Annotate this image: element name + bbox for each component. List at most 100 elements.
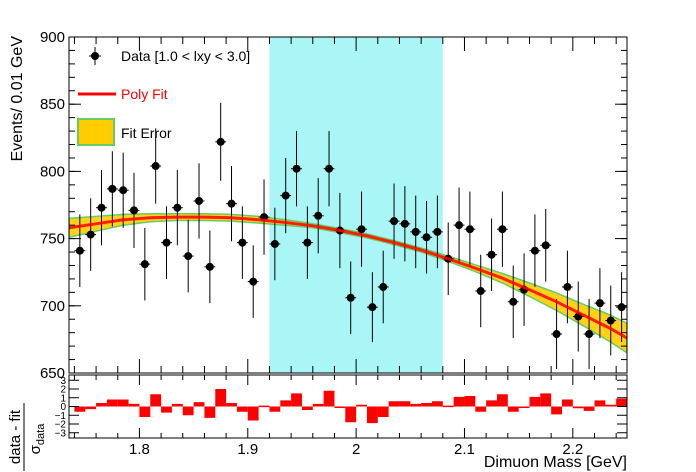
residual-bar <box>139 406 151 417</box>
residual-y-tick-label: −2 <box>55 420 67 431</box>
residual-bar <box>518 406 530 408</box>
residual-bar <box>583 406 595 411</box>
data-point <box>616 272 627 343</box>
x-tick-label: 2.2 <box>562 441 583 458</box>
x-axis-label: Dimuon Mass [GeV] <box>484 454 627 471</box>
data-point <box>204 230 216 304</box>
legend-item-data: Data [1.0 < lxy < 3.0] <box>89 47 250 65</box>
residual-bar <box>106 399 118 407</box>
residual-bar <box>377 406 389 417</box>
poly-fit-curve <box>69 215 627 340</box>
residual-bar <box>399 401 411 407</box>
data-point <box>247 245 259 318</box>
residual-bar <box>453 396 465 407</box>
y-tick-label: 900 <box>40 29 65 46</box>
data-point <box>453 187 465 263</box>
data-point <box>410 195 422 269</box>
y-tick-label: 700 <box>40 298 65 315</box>
data-point <box>475 254 487 328</box>
signal-window-band <box>269 37 443 373</box>
data-point <box>150 128 162 204</box>
poly-fit-line <box>69 215 627 340</box>
residual-bar <box>258 405 270 408</box>
data-point <box>280 157 292 234</box>
data-point <box>345 261 357 335</box>
residual-bar <box>247 406 259 421</box>
residual-y-tick-label: 1 <box>60 393 66 404</box>
data-point <box>193 163 205 239</box>
data-point <box>301 206 313 279</box>
residual-bar <box>117 399 129 407</box>
data-point <box>399 186 411 262</box>
residual-bar <box>388 401 400 407</box>
legend-marker-data <box>91 52 99 60</box>
residual-bar <box>301 406 313 410</box>
data-point <box>291 131 302 207</box>
data-point <box>507 265 519 339</box>
residual-bar <box>366 406 378 424</box>
residual-bar <box>561 399 573 407</box>
data-point <box>323 131 335 207</box>
residual-bar <box>128 403 140 407</box>
data-point <box>85 198 97 271</box>
data-point <box>226 166 237 242</box>
residual-y-label: data - fit σdata <box>7 403 47 471</box>
residual-bar <box>171 403 183 407</box>
y-axis-label: Events/ 0.01 GeV <box>9 36 26 162</box>
data-point <box>377 250 389 324</box>
residual-bar <box>442 405 454 408</box>
data-point <box>464 191 476 267</box>
residual-bar <box>236 406 248 412</box>
data-point <box>605 285 617 356</box>
data-point <box>356 191 367 267</box>
main-panel: 650 700 750 800 850 900 Data [1.0 < lxy < 3.0… <box>9 29 628 382</box>
residual-y-tick-label: −1 <box>55 411 67 422</box>
residual-bar <box>486 400 497 407</box>
residual-bar <box>507 406 519 412</box>
residual-bar <box>96 403 107 407</box>
residual-bar <box>551 406 562 415</box>
legend-label-fit-error: Fit Error <box>121 125 172 141</box>
data-point <box>139 227 151 301</box>
legend-marker-fit-error <box>77 118 115 146</box>
x-tick-label: 2.1 <box>454 441 475 458</box>
legend-label-data: Data [1.0 < lxy < 3.0] <box>121 48 250 64</box>
main-axes: 650 700 750 800 850 900 <box>40 29 627 382</box>
residual-bar <box>161 406 172 413</box>
legend: Data [1.0 < lxy < 3.0] Poly Fit Fit Erro… <box>77 47 250 146</box>
residual-bar <box>323 390 335 407</box>
residual-bar <box>605 404 617 407</box>
y-tick-label: 650 <box>40 365 65 382</box>
data-point <box>421 200 432 274</box>
residual-bar <box>496 394 508 407</box>
residual-bar <box>74 406 86 412</box>
data-point <box>366 272 378 343</box>
data-point <box>236 206 248 279</box>
residual-bar <box>215 389 227 407</box>
data-point <box>594 268 606 339</box>
data-point <box>496 191 508 267</box>
data-point <box>486 218 497 292</box>
residual-bar <box>594 400 606 407</box>
data-point <box>551 299 562 369</box>
residual-bar <box>182 406 194 416</box>
data-point <box>540 209 552 282</box>
data-point <box>171 170 183 246</box>
residual-bar <box>540 393 552 407</box>
y-tick-label: 750 <box>40 231 65 248</box>
legend-item-poly-fit: Poly Fit <box>78 86 168 102</box>
x-tick-label: 1.9 <box>237 441 258 458</box>
x-tick-label: 1.8 <box>129 441 150 458</box>
residual-y-tick-label: 0 <box>60 402 66 413</box>
x-tick-label: 2 <box>352 441 360 458</box>
residual-y-tick-label: 3 <box>60 376 66 387</box>
legend-label-poly-fit: Poly Fit <box>121 86 168 102</box>
data-point <box>529 214 541 287</box>
data-point <box>215 102 227 181</box>
residual-y-tick-label: −3 <box>55 428 67 439</box>
residual-bar <box>616 398 627 407</box>
main-plot-frame <box>68 36 628 374</box>
data-point <box>561 250 573 324</box>
